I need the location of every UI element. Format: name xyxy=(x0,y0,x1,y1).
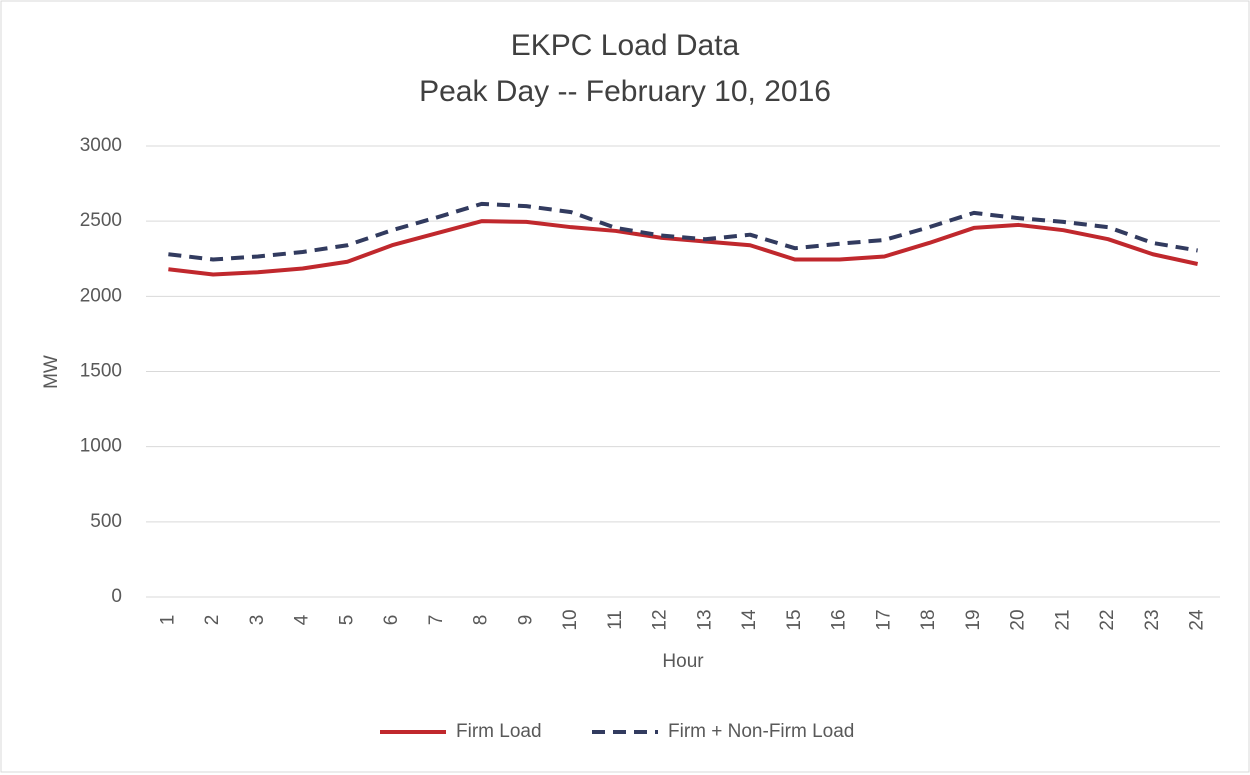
y-tick-label: 500 xyxy=(90,511,122,532)
legend-label: Firm + Non-Firm Load xyxy=(668,721,854,742)
x-tick-label: 11 xyxy=(605,610,626,630)
x-tick-label: 10 xyxy=(560,609,581,630)
x-tick-label: 6 xyxy=(381,615,402,626)
x-tick-label: 5 xyxy=(336,615,357,626)
x-tick-label: 1 xyxy=(157,615,178,626)
y-tick-label: 1500 xyxy=(80,361,122,382)
x-tick-label: 12 xyxy=(650,609,671,630)
x-axis-label: Hour xyxy=(662,651,704,672)
x-tick-label: 13 xyxy=(694,609,715,630)
y-tick-label: 0 xyxy=(111,586,122,607)
y-tick-label: 2500 xyxy=(80,210,122,231)
y-axis-label: MW xyxy=(41,355,62,389)
x-tick-label: 21 xyxy=(1052,609,1073,630)
legend-label: Firm Load xyxy=(456,721,542,742)
chart-title: EKPC Load Data xyxy=(511,29,740,62)
data-line xyxy=(168,201,1198,262)
x-tick-label: 15 xyxy=(784,609,805,630)
x-tick-label: 4 xyxy=(292,614,313,625)
data-line xyxy=(168,219,1199,277)
x-tick-label: 17 xyxy=(873,609,894,630)
x-tick-label: 20 xyxy=(1008,609,1029,630)
x-tick-label: 24 xyxy=(1187,609,1208,631)
x-tick-label: 22 xyxy=(1097,609,1118,630)
x-tick-label: 7 xyxy=(426,615,447,626)
chart-subtitle: Peak Day -- February 10, 2016 xyxy=(419,75,831,108)
x-tick-label: 18 xyxy=(918,609,939,630)
x-tick-label: 2 xyxy=(202,615,223,626)
x-tick-label: 8 xyxy=(471,615,492,626)
x-tick-label: 23 xyxy=(1142,609,1163,630)
y-tick-label: 2000 xyxy=(80,285,122,306)
y-tick-label: 3000 xyxy=(80,135,122,156)
x-tick-label: 9 xyxy=(515,615,536,626)
x-tick-label: 16 xyxy=(829,609,850,630)
y-tick-label: 1000 xyxy=(80,436,122,457)
x-tick-label: 19 xyxy=(963,609,984,630)
x-tick-label: 3 xyxy=(247,615,268,626)
x-tick-label: 14 xyxy=(739,609,760,631)
